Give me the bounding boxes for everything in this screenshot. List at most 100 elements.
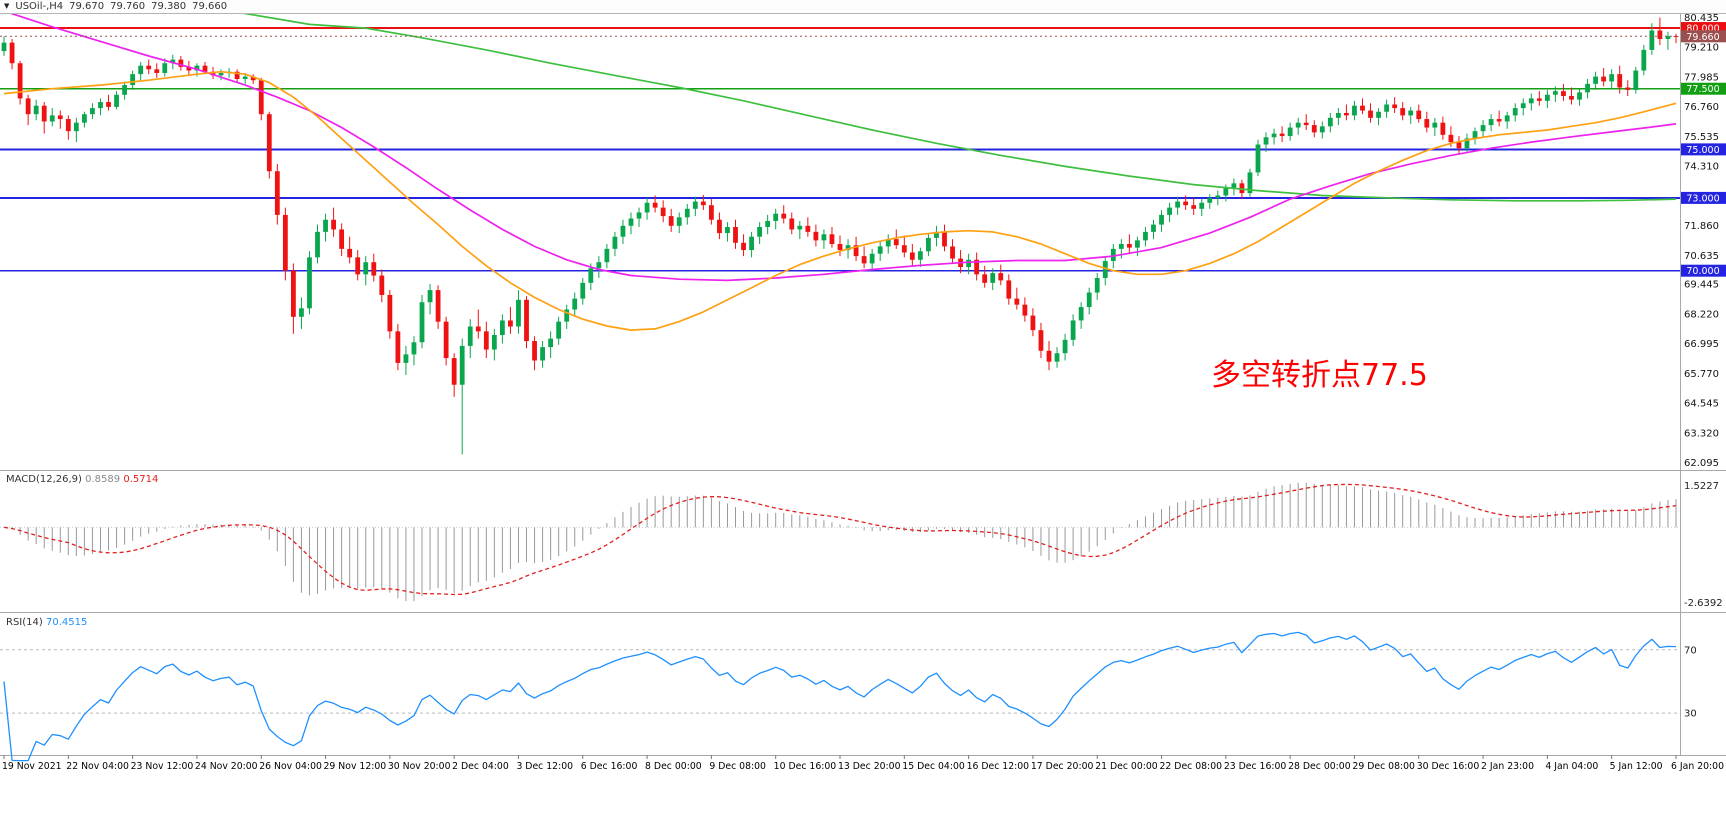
candle-body: [379, 275, 385, 295]
candle-body: [588, 268, 594, 283]
time-tick-label[interactable]: 28 Dec 00:00: [1288, 761, 1351, 772]
rsi-indicator-label: RSI(14) 70.4515: [6, 617, 87, 628]
candle-body: [1022, 304, 1028, 316]
candle-body: [1601, 76, 1607, 82]
candle-body: [1569, 95, 1574, 100]
time-tick-label[interactable]: 26 Nov 04:00: [259, 761, 322, 772]
price-tick-label: 77.985: [1684, 72, 1719, 83]
candle-body: [1488, 119, 1494, 126]
price-badge-label: 77.500: [1686, 84, 1719, 95]
candle-body: [1303, 122, 1309, 126]
candle-body: [25, 98, 31, 115]
candle-body: [339, 229, 345, 249]
candle-body: [411, 342, 417, 355]
candle-body: [41, 105, 47, 122]
candle-body: [950, 246, 955, 259]
time-tick-label[interactable]: 9 Dec 08:00: [709, 761, 766, 772]
ma-slow-green: [243, 14, 1677, 202]
candle-body: [749, 236, 754, 251]
candle-body: [1448, 134, 1454, 143]
time-tick-label[interactable]: 5 Jan 12:00: [1610, 761, 1663, 772]
macd-signal-line: [3, 483, 1677, 596]
candle-body: [564, 309, 570, 322]
candle-body: [90, 108, 95, 115]
candle-body: [323, 219, 328, 232]
time-tick-label[interactable]: 19 Nov 2021: [2, 761, 62, 772]
candle-body: [258, 80, 264, 115]
candle-body: [757, 227, 763, 237]
chart-canvas[interactable]: 80.435 79.210 77.985 76.760 75.535 74.310 73.0…: [0, 14, 1726, 838]
candle-body: [516, 299, 521, 327]
candle-body: [1593, 76, 1598, 84]
time-tick-label[interactable]: 6 Dec 16:00: [581, 761, 638, 772]
candle-body: [1271, 133, 1277, 138]
candle-body: [684, 208, 690, 218]
candle-body: [435, 290, 441, 322]
price-badge: [1681, 30, 1726, 43]
candle-body: [443, 321, 449, 359]
candle-body: [877, 246, 883, 254]
candle-body: [1151, 224, 1156, 232]
candle-body: [1183, 201, 1189, 206]
time-tick-label[interactable]: 4 Jan 04:00: [1545, 761, 1598, 772]
candle-body: [934, 231, 939, 238]
time-tick-label[interactable]: 22 Dec 08:00: [1160, 761, 1223, 772]
candle-body: [1223, 188, 1229, 196]
candle-body: [202, 65, 208, 72]
candle-body: [1577, 92, 1582, 100]
time-tick-label[interactable]: 3 Dec 12:00: [516, 761, 573, 772]
symbol-dropdown-icon[interactable]: ▼: [4, 2, 10, 10]
time-tick-label[interactable]: 2 Jan 23:00: [1481, 761, 1534, 772]
rsi-level-label: 70: [1684, 645, 1697, 656]
candle-body: [1432, 122, 1438, 128]
candle-body: [845, 245, 851, 251]
candle-body: [1360, 105, 1365, 111]
candle-body: [580, 282, 586, 299]
candle-body: [1118, 244, 1124, 249]
candle-body: [1440, 122, 1446, 135]
candle-body: [1070, 320, 1076, 340]
price-badge: [1681, 82, 1726, 95]
candle-body: [813, 231, 819, 241]
time-tick-label[interactable]: 30 Dec 16:00: [1417, 761, 1480, 772]
time-tick-label[interactable]: 23 Nov 12:00: [131, 761, 194, 772]
candle-body: [829, 234, 835, 245]
time-tick-label[interactable]: 23 Dec 16:00: [1224, 761, 1287, 772]
ohlc-open-value: 79.670: [69, 1, 105, 12]
price-badge-label: 70.000: [1686, 266, 1719, 277]
time-tick-label[interactable]: 29 Nov 12:00: [324, 761, 387, 772]
price-tick-label: 70.635: [1684, 251, 1719, 262]
candle-body: [1175, 201, 1181, 208]
time-tick-label[interactable]: 21 Dec 00:00: [1095, 761, 1158, 772]
candle-body: [347, 248, 353, 258]
ma-fast-orange: [3, 70, 1677, 331]
time-tick-label[interactable]: 22 Nov 04:00: [66, 761, 129, 772]
time-tick-label[interactable]: 16 Dec 12:00: [967, 761, 1030, 772]
candle-body: [1239, 183, 1245, 194]
candle-body: [307, 257, 312, 309]
time-tick-label[interactable]: 2 Dec 04:00: [452, 761, 509, 772]
candle-body: [355, 257, 361, 275]
candle-body: [467, 326, 473, 346]
time-tick-label[interactable]: 24 Nov 20:00: [195, 761, 258, 772]
rsi-value: 70.4515: [45, 617, 88, 628]
time-tick-label[interactable]: 8 Dec 00:00: [645, 761, 702, 772]
time-tick-label[interactable]: 6 Jan 20:00: [1671, 761, 1724, 772]
time-tick-label[interactable]: 15 Dec 04:00: [902, 761, 965, 772]
candle-body: [98, 102, 103, 109]
candle-body: [1424, 119, 1430, 128]
time-tick-label[interactable]: 17 Dec 20:00: [1031, 761, 1094, 772]
candle-body: [1376, 111, 1381, 118]
price-badge-label: 80.000: [1686, 24, 1719, 35]
time-tick-label[interactable]: 13 Dec 20:00: [838, 761, 901, 772]
ohlc-high-value: 79.760: [110, 1, 146, 12]
time-tick-label[interactable]: 10 Dec 16:00: [774, 761, 837, 772]
candle-body: [821, 234, 827, 241]
candle-body: [572, 298, 578, 310]
candle-body: [548, 338, 554, 348]
candle-body: [781, 213, 787, 219]
time-tick-label[interactable]: 29 Dec 08:00: [1352, 761, 1415, 772]
time-tick-label[interactable]: 30 Nov 20:00: [388, 761, 451, 772]
candle-body: [1038, 330, 1044, 351]
candle-body: [708, 205, 714, 220]
